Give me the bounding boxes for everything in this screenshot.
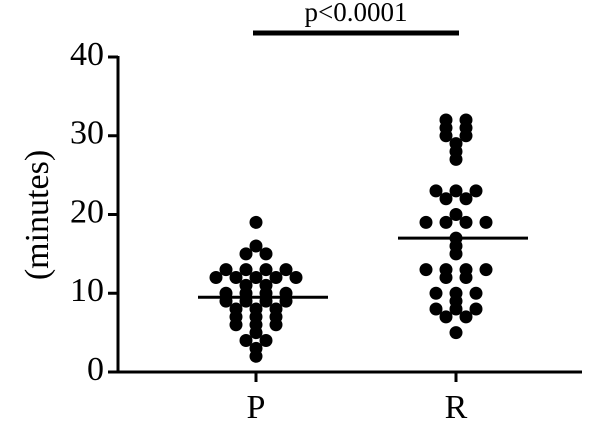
dot: [439, 113, 453, 127]
y-tick-label: 30: [70, 115, 104, 152]
dot: [479, 263, 493, 277]
dot: [229, 271, 243, 284]
dot: [479, 215, 493, 229]
dot: [459, 310, 473, 324]
dot: [239, 263, 253, 277]
dot: [259, 247, 273, 261]
dot: [469, 302, 483, 316]
dot: [239, 247, 253, 261]
annotation: p<0.0001: [305, 0, 408, 27]
dot: [249, 271, 263, 284]
dot: [439, 310, 453, 324]
dot: [249, 239, 263, 253]
dot: [249, 302, 263, 316]
dot: [459, 113, 473, 127]
dot: [279, 263, 293, 277]
dot: [459, 192, 473, 206]
dot: [429, 184, 443, 198]
dot: [439, 215, 453, 229]
dot: [219, 263, 233, 277]
dot: [429, 302, 443, 316]
dot: [449, 326, 463, 340]
dot: [459, 215, 473, 229]
y-tick-label: 10: [70, 272, 104, 309]
dot: [239, 278, 253, 292]
x-tick-label: R: [445, 389, 468, 426]
dot: [419, 215, 433, 229]
dot: [269, 271, 283, 284]
dot: [469, 286, 483, 300]
dot: [249, 341, 263, 355]
y-tick-label: 40: [70, 36, 104, 73]
dot: [259, 334, 273, 347]
dot: [269, 302, 283, 316]
dot: [449, 208, 463, 221]
dot: [449, 137, 463, 151]
dot: [449, 286, 463, 300]
dot: [259, 278, 273, 292]
dot: [259, 263, 273, 277]
dot: [229, 302, 243, 316]
dot: [449, 184, 463, 198]
dot: [439, 192, 453, 206]
dot: [209, 271, 223, 284]
y-axis-label: (minutes): [19, 150, 56, 280]
dot: [459, 263, 473, 277]
y-tick-label: 20: [70, 193, 104, 230]
dot: [429, 286, 443, 300]
dot: [439, 263, 453, 277]
dot: [289, 271, 303, 284]
dot: [469, 184, 483, 198]
dot: [419, 263, 433, 277]
dot: [249, 215, 263, 229]
x-tick-label: P: [247, 389, 266, 426]
y-tick-label: 0: [87, 351, 104, 388]
dot: [239, 334, 253, 347]
